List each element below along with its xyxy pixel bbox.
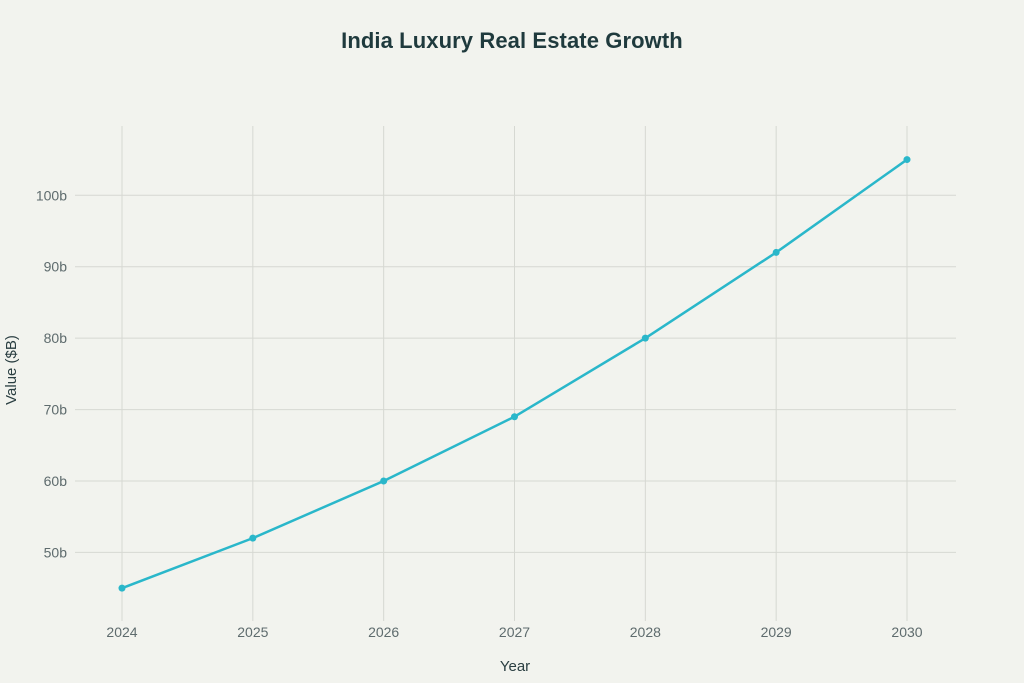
x-tick-label: 2030 [891, 624, 922, 640]
y-axis-title: Value ($B) [3, 335, 20, 405]
data-point[interactable] [118, 584, 126, 592]
data-point[interactable] [772, 248, 780, 256]
data-point[interactable] [380, 477, 388, 485]
y-tick-label: 50b [44, 544, 68, 560]
x-tick-label: 2027 [499, 624, 530, 640]
series-layer [118, 156, 911, 592]
y-tick-label: 60b [44, 473, 68, 489]
x-tick-labels: 2024 2025 2026 2027 2028 2029 2030 [106, 624, 922, 640]
y-tick-label: 90b [44, 259, 68, 275]
y-tick-label: 70b [44, 402, 68, 418]
x-tick-label: 2025 [237, 624, 268, 640]
data-point[interactable] [903, 156, 911, 164]
x-tick-label: 2029 [761, 624, 792, 640]
data-point[interactable] [511, 413, 518, 421]
data-point[interactable] [641, 334, 649, 342]
x-axis-title: Year [500, 658, 530, 675]
y-tick-label: 80b [44, 330, 68, 346]
x-tick-label: 2024 [106, 624, 137, 640]
y-tick-label: 100b [36, 187, 67, 203]
data-point[interactable] [249, 534, 257, 542]
y-tick-labels: 50b 60b 70b 80b 90b 100b [36, 187, 67, 560]
x-tick-label: 2028 [630, 624, 661, 640]
y-gridlines [75, 194, 956, 553]
x-gridlines [121, 126, 908, 621]
chart-title: India Luxury Real Estate Growth [341, 28, 683, 53]
x-tick-label: 2026 [368, 624, 399, 640]
